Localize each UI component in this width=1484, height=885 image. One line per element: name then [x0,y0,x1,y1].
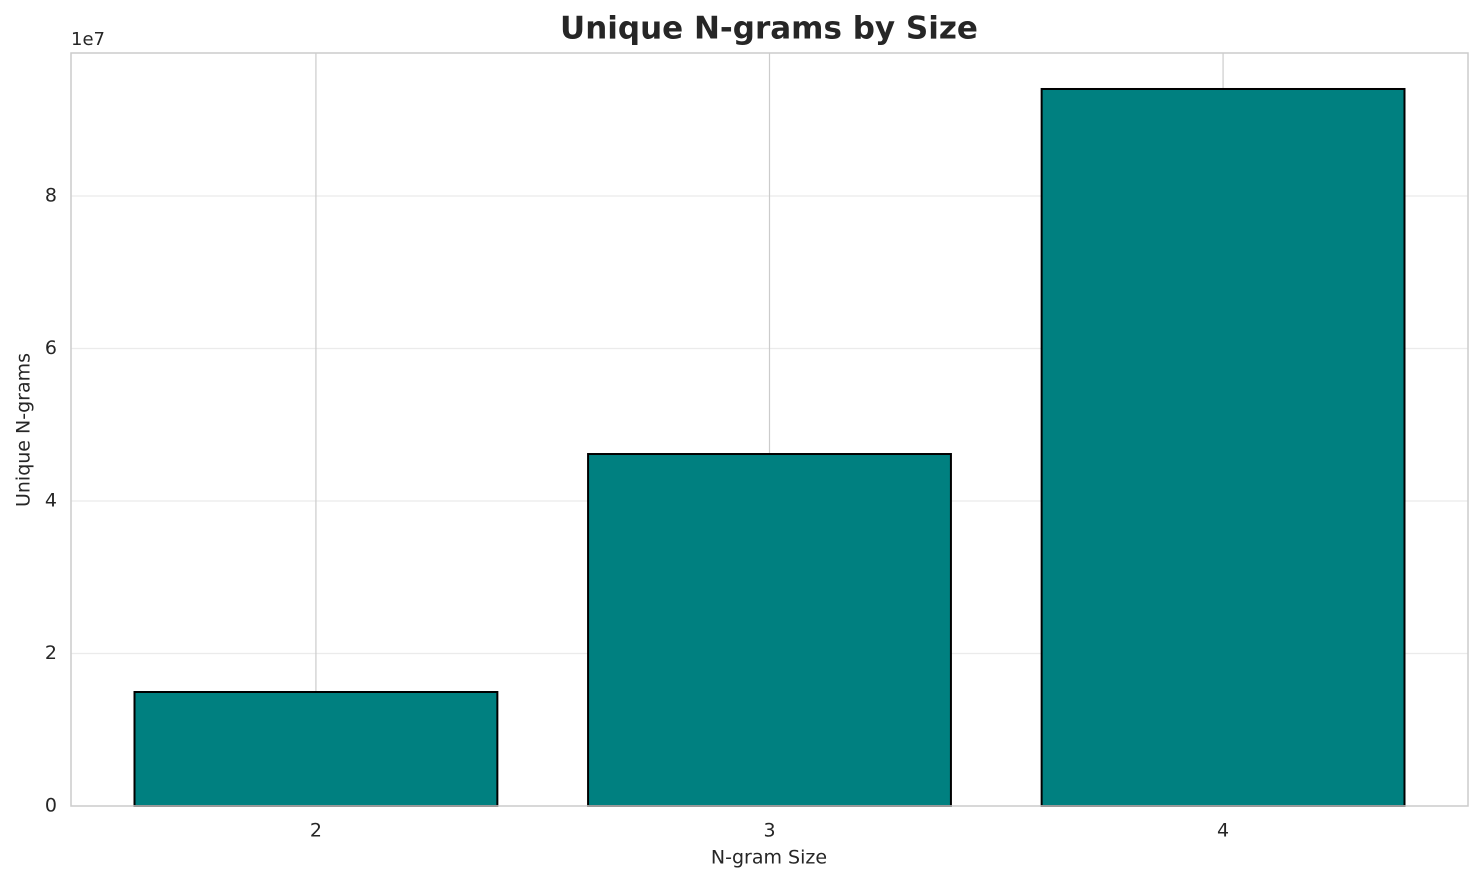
y-tick-label: 8 [45,184,57,206]
plot-frame [70,52,1469,807]
y-tick-label: 0 [45,795,57,817]
x-tick-label: 2 [310,820,322,842]
y-offset-label: 1e7 [71,29,105,50]
bar [587,453,952,807]
chart-title: Unique N-grams by Size [560,11,978,47]
x-axis-label: N-gram Size [711,847,827,869]
y-tick-label: 2 [45,642,57,664]
y-tick-label: 4 [45,489,57,511]
y-tick-label: 6 [45,337,57,359]
x-tick-label: 3 [763,820,775,842]
bar [133,691,499,808]
bar [1040,87,1406,807]
y-axis-label: Unique N-grams [13,353,35,507]
x-tick-label: 4 [1217,820,1229,842]
